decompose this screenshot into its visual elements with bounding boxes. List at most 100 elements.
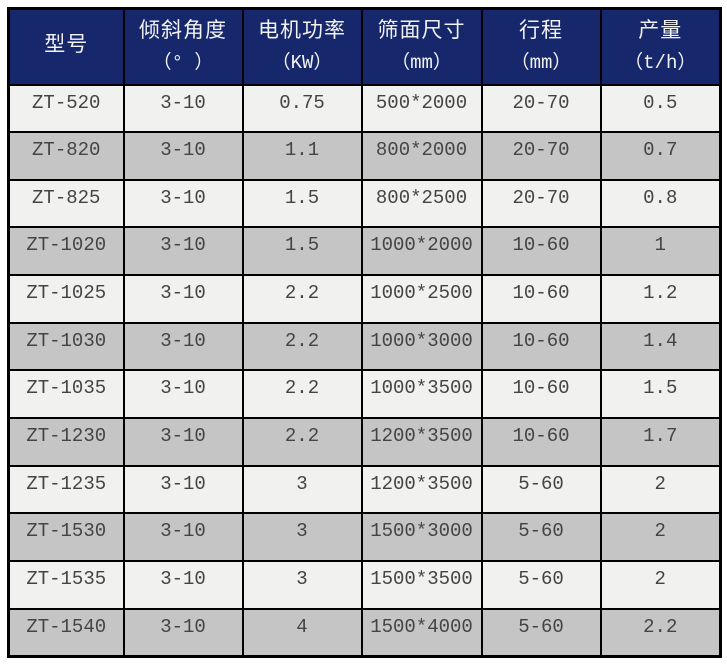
table-cell: ZT-1030 [7, 321, 125, 372]
table-cell: 20-70 [480, 131, 602, 181]
table-cell: 3-10 [122, 464, 244, 515]
column-title: 筛面尺寸 [377, 20, 466, 44]
column-header-3: 筛面尺寸 （mm） [360, 7, 483, 86]
table-cell: 0.8 [599, 178, 722, 229]
table-row: ZT-1235 3-10 3 1200*3500 5-60 2 [7, 464, 722, 515]
table-cell: ZT-1535 [7, 560, 125, 610]
table-cell: 3-10 [122, 274, 244, 324]
column-title: 行程 [519, 20, 563, 44]
table-row: ZT-1540 3-10 4 1500*4000 5-60 2.2 [7, 607, 722, 658]
table-cell: 3-10 [122, 369, 244, 420]
table-cell: 2.2 [599, 607, 722, 658]
table-cell: 1000*3000 [360, 321, 483, 372]
table-cell: 2.2 [241, 274, 363, 324]
table-row: ZT-820 3-10 1.1 800*2000 20-70 0.7 [7, 131, 722, 181]
table-cell: 3 [241, 560, 363, 610]
table-cell: 800*2500 [360, 178, 483, 229]
column-header-4: 行程 （mm） [480, 7, 602, 86]
table-cell: ZT-1020 [7, 226, 125, 277]
table-cell: 4 [241, 607, 363, 658]
table-row: ZT-1025 3-10 2.2 1000*2500 10-60 1.2 [7, 274, 722, 324]
table-cell: 10-60 [480, 369, 602, 420]
column-header-5: 产量 （t/h） [599, 7, 722, 86]
table-row: ZT-1535 3-10 3 1500*3500 5-60 2 [7, 560, 722, 610]
table-cell: 1 [599, 226, 722, 277]
table-cell: 1000*2000 [360, 226, 483, 277]
table-cell: 0.7 [599, 131, 722, 181]
table-cell: ZT-1235 [7, 464, 125, 515]
column-unit: （mm） [510, 51, 572, 74]
table-cell: 3-10 [122, 226, 244, 277]
column-header-1: 倾斜角度 （° ） [122, 7, 244, 86]
table-cell: 1.1 [241, 131, 363, 181]
table-cell: 2 [599, 464, 722, 515]
table-row: ZT-1030 3-10 2.2 1000*3000 10-60 1.4 [7, 321, 722, 372]
table-cell: 1000*2500 [360, 274, 483, 324]
table-cell: 1.5 [599, 369, 722, 420]
table-row: ZT-1230 3-10 2.2 1200*3500 10-60 1.7 [7, 417, 722, 467]
table-cell: 5-60 [480, 607, 602, 658]
table-row: ZT-1530 3-10 3 1500*3000 5-60 2 [7, 512, 722, 563]
table-cell: 500*2000 [360, 83, 483, 134]
column-header-2: 电机功率 （KW） [241, 7, 363, 86]
table-cell: 0.5 [599, 83, 722, 134]
column-title: 电机功率 [258, 20, 346, 44]
column-title: 型号 [44, 34, 89, 58]
table-cell: 10-60 [480, 417, 602, 467]
header-row: 型号 倾斜角度 （° ） 电机功率 （KW） 筛面尺寸 （mm） 行程 （mm） 产量 （t/h） [7, 7, 722, 86]
table-cell: 10-60 [480, 226, 602, 277]
table-cell: 1200*3500 [360, 464, 483, 515]
table-cell: 2.2 [241, 369, 363, 420]
table-cell: 3-10 [122, 607, 244, 658]
table-cell: 2.2 [241, 321, 363, 372]
table-cell: 2.2 [241, 417, 363, 467]
table-cell: 10-60 [480, 321, 602, 372]
table-cell: 3-10 [122, 131, 244, 181]
column-unit: （mm） [391, 51, 452, 74]
table-cell: ZT-825 [7, 178, 125, 229]
table-cell: 1200*3500 [360, 417, 483, 467]
table-cell: ZT-1530 [7, 512, 125, 563]
table-cell: 1500*3000 [360, 512, 483, 563]
table-cell: 2 [599, 512, 722, 563]
table-cell: 5-60 [480, 560, 602, 610]
table-cell: 1500*4000 [360, 607, 483, 658]
table-row: ZT-1020 3-10 1.5 1000*2000 10-60 1 [7, 226, 722, 277]
table-cell: ZT-1230 [7, 417, 125, 467]
table-cell: 800*2000 [360, 131, 483, 181]
column-unit: （KW） [271, 51, 333, 74]
table-cell: 3-10 [122, 417, 244, 467]
table-cell: ZT-1035 [7, 369, 125, 420]
table-cell: 5-60 [480, 464, 602, 515]
table-cell: ZT-1540 [7, 607, 125, 658]
table-row: ZT-520 3-10 0.75 500*2000 20-70 0.5 [7, 83, 722, 134]
table-cell: ZT-1025 [7, 274, 125, 324]
table-cell: ZT-820 [7, 131, 125, 181]
table-cell: 3-10 [122, 560, 244, 610]
table-cell: 1500*3500 [360, 560, 483, 610]
table-cell: 1.7 [599, 417, 722, 467]
table-header: 型号 倾斜角度 （° ） 电机功率 （KW） 筛面尺寸 （mm） 行程 （mm） 产量 （t/h） [7, 7, 722, 86]
table-row: ZT-1035 3-10 2.2 1000*3500 10-60 1.5 [7, 369, 722, 420]
column-unit: （° ） [152, 51, 214, 74]
table-cell: 1.2 [599, 274, 722, 324]
table-cell: 2 [599, 560, 722, 610]
table-row: ZT-825 3-10 1.5 800*2500 20-70 0.8 [7, 178, 722, 229]
spec-table: 型号 倾斜角度 （° ）电机功率 （KW） 筛面尺寸 （mm） 行程 （mm） 产量 （t/h） … [7, 7, 722, 658]
column-title: 产量 [638, 20, 683, 44]
table-body: ZT-520 3-10 0.75 500*2000 20-70 0.5 ZT-820 3-10… [7, 83, 722, 658]
table-cell: 20-70 [480, 83, 602, 134]
table-cell: 3-10 [122, 83, 244, 134]
table-cell: 20-70 [480, 178, 602, 229]
table-cell: 3-10 [122, 321, 244, 372]
table-cell: 10-60 [480, 274, 602, 324]
column-header-0: 型号 [7, 7, 125, 86]
table-cell: 3 [241, 512, 363, 563]
table-cell: 3 [241, 464, 363, 515]
table-cell: 0.75 [241, 83, 363, 134]
table-cell: 1.5 [241, 178, 363, 229]
table-cell: ZT-520 [7, 83, 125, 134]
table-cell: 3-10 [122, 512, 244, 563]
table-cell: 3-10 [122, 178, 244, 229]
